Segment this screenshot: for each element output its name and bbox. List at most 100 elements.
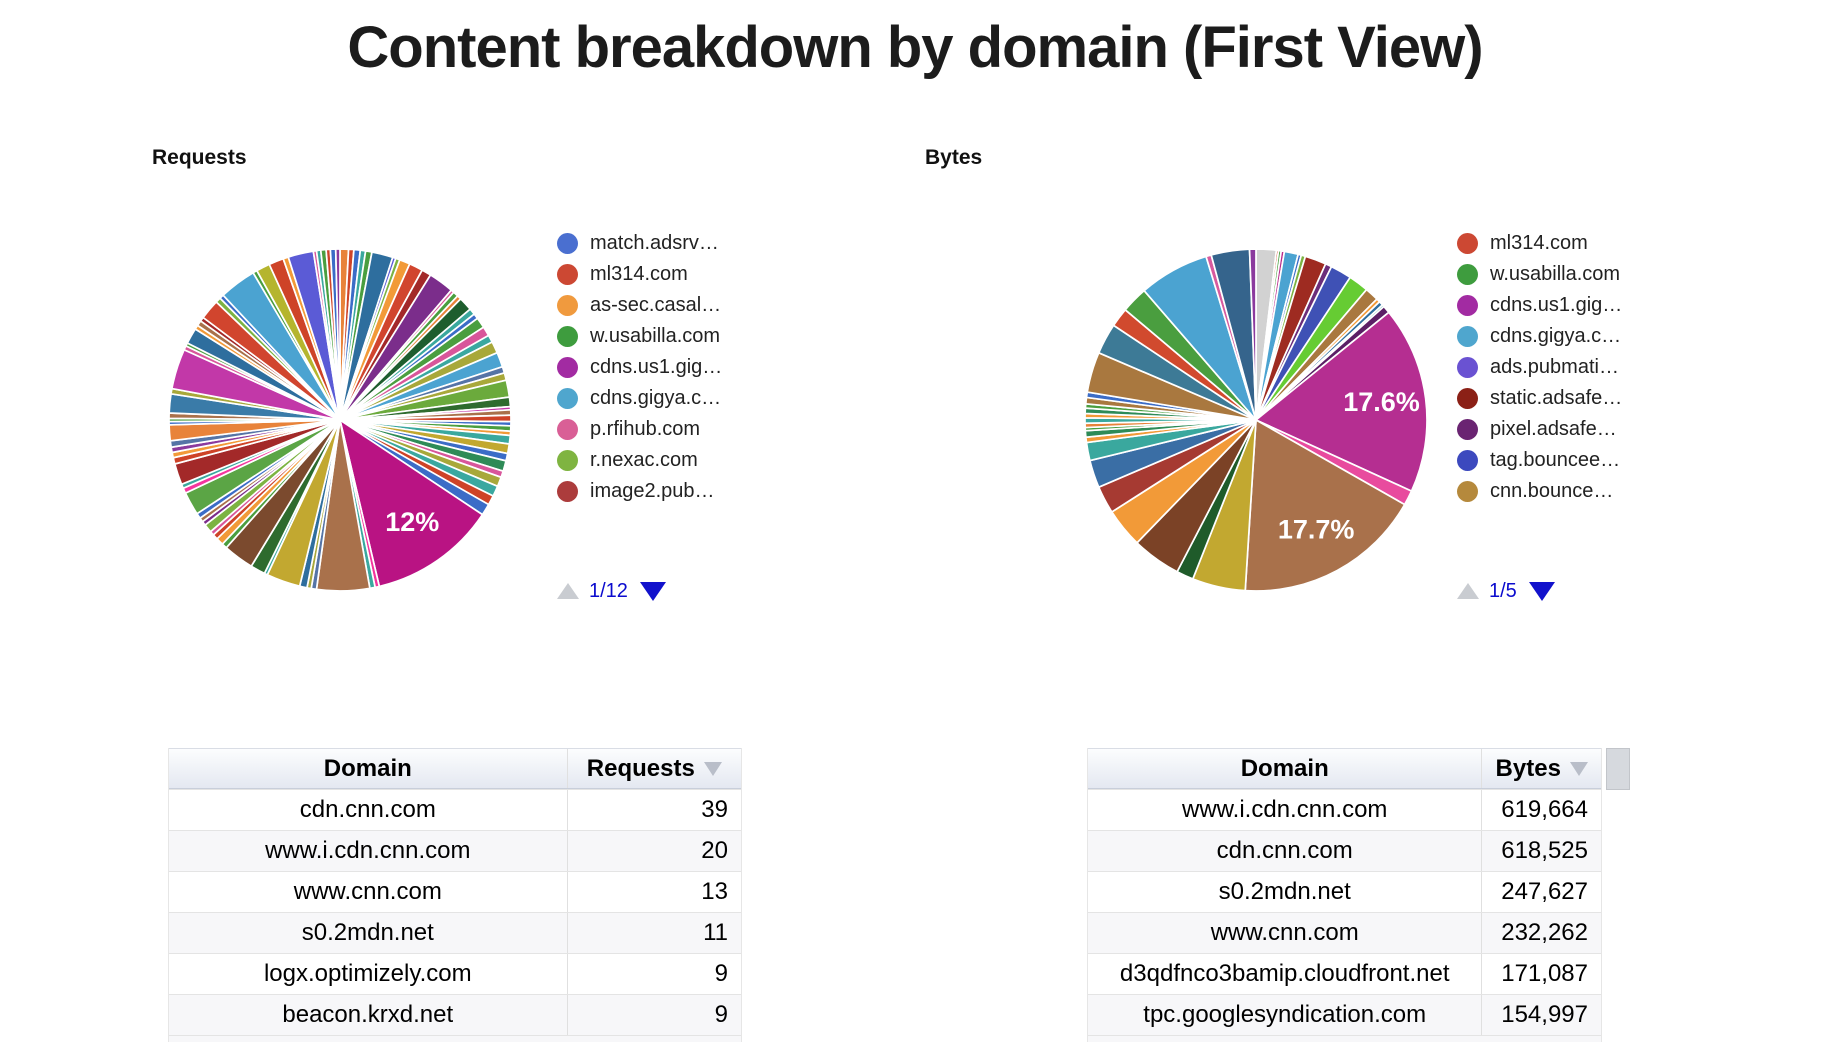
requests-table: Domain Requests cdn.cnn.com 39 www.i.cdn.cnn…: [168, 748, 742, 1042]
table-row[interactable]: www.i.cdn.cnn.com 619,664: [1088, 789, 1601, 830]
legend-swatch-icon: [557, 419, 578, 440]
legend-item[interactable]: cdns.us1.gig…: [557, 352, 722, 383]
partial-table-row: [169, 1035, 741, 1042]
legend-swatch-icon: [1457, 481, 1478, 502]
legend-swatch-icon: [557, 326, 578, 347]
table-row[interactable]: www.cnn.com 13: [169, 871, 741, 912]
pie-percent-label: 17.6%: [1343, 387, 1420, 417]
page-title: Content breakdown by domain (First View): [347, 15, 1483, 80]
legend-swatch-icon: [557, 264, 578, 285]
value-cell: 9: [714, 960, 728, 987]
column-header-requests[interactable]: Requests: [568, 749, 741, 788]
requests-legend-pager: 1/12: [557, 579, 666, 603]
legend-swatch-icon: [557, 388, 578, 409]
legend-item-label: image2.pub…: [590, 480, 715, 502]
domain-cell: www.cnn.com: [169, 872, 568, 912]
domain-cell: www.i.cdn.cnn.com: [169, 831, 568, 871]
legend-item[interactable]: cnn.bounce…: [1457, 476, 1622, 507]
table-row[interactable]: www.i.cdn.cnn.com 20: [169, 830, 741, 871]
table-row[interactable]: s0.2mdn.net 11: [169, 912, 741, 953]
legend-swatch-icon: [1457, 419, 1478, 440]
domain-cell: d3qdfnco3bamip.cloudfront.net: [1088, 954, 1483, 994]
value-cell: 618,525: [1501, 837, 1588, 864]
value-cell: 13: [701, 878, 728, 905]
pager-up-button[interactable]: [557, 583, 579, 599]
legend-item[interactable]: pixel.adsafe…: [1457, 414, 1622, 445]
legend-item[interactable]: cdns.gigya.c…: [1457, 321, 1622, 352]
bytes-legend-pager: 1/5: [1457, 579, 1555, 603]
legend-item-label: cdns.us1.gig…: [1490, 294, 1623, 316]
domain-cell: beacon.krxd.net: [169, 995, 568, 1035]
value-cell: 619,664: [1501, 796, 1588, 823]
column-header-domain[interactable]: Domain: [169, 749, 568, 788]
bytes-pie-chart[interactable]: 17.6% 17.7%: [1084, 248, 1428, 592]
domain-cell: s0.2mdn.net: [1088, 872, 1483, 912]
column-header-bytes[interactable]: Bytes: [1482, 749, 1601, 788]
legend-swatch-icon: [1457, 326, 1478, 347]
requests-pie-chart[interactable]: 12%: [168, 248, 512, 592]
pie-slice[interactable]: [338, 418, 484, 588]
pie-slice[interactable]: [1244, 418, 1406, 592]
column-header-label: Bytes: [1495, 754, 1561, 782]
sort-descending-icon: [703, 761, 722, 776]
value-cell: 154,997: [1501, 1001, 1588, 1028]
legend-item-label: w.usabilla.com: [1490, 263, 1621, 285]
legend-item-label: ml314.com: [1490, 232, 1588, 254]
table-row[interactable]: logx.optimizely.com 9: [169, 953, 741, 994]
legend-item-label: as-sec.casal…: [590, 294, 722, 316]
pie-slice[interactable]: [1248, 248, 1257, 421]
legend-swatch-icon: [557, 295, 578, 316]
legend-item[interactable]: tag.bouncee…: [1457, 445, 1622, 476]
legend-item[interactable]: w.usabilla.com: [557, 321, 722, 352]
domain-cell: tpc.googlesyndication.com: [1088, 995, 1483, 1035]
value-cell: 39: [701, 796, 728, 823]
value-cell: 232,262: [1501, 919, 1588, 946]
table-row[interactable]: cdn.cnn.com 618,525: [1088, 830, 1601, 871]
pager-down-button[interactable]: [639, 581, 666, 601]
legend-item-label: pixel.adsafe…: [1490, 418, 1617, 440]
column-header-domain[interactable]: Domain: [1088, 749, 1483, 788]
legend-item[interactable]: w.usabilla.com: [1457, 259, 1622, 290]
legend-item[interactable]: r.nexac.com: [557, 445, 722, 476]
domain-cell: www.cnn.com: [1088, 913, 1483, 953]
legend-item[interactable]: cdns.gigya.c…: [557, 383, 722, 414]
legend-item[interactable]: static.adsafe…: [1457, 383, 1622, 414]
pager-page-label: 1/5: [1489, 579, 1517, 602]
table-row[interactable]: beacon.krxd.net 9: [169, 994, 741, 1035]
pie-slice[interactable]: [1254, 311, 1428, 493]
legend-item[interactable]: p.rfihub.com: [557, 414, 722, 445]
legend-swatch-icon: [1457, 295, 1478, 316]
legend-swatch-icon: [557, 450, 578, 471]
column-header-label: Domain: [1240, 754, 1329, 782]
requests-legend: match.adsrv… ml314.com as-sec.casal… w.usab…: [557, 228, 722, 507]
bytes-legend: ml314.com w.usabilla.com cdns.us1.gig… cdns…: [1457, 228, 1622, 507]
table-row[interactable]: d3qdfnco3bamip.cloudfront.net 171,087: [1088, 953, 1601, 994]
legend-swatch-icon: [1457, 264, 1478, 285]
legend-swatch-icon: [1457, 233, 1478, 254]
pager-down-button[interactable]: [1528, 581, 1555, 601]
legend-item[interactable]: ml314.com: [1457, 228, 1622, 259]
pie-slice[interactable]: [334, 248, 341, 421]
legend-item-label: cdns.gigya.c…: [590, 387, 722, 409]
table-scrollbar[interactable]: [1606, 748, 1630, 790]
legend-swatch-icon: [1457, 450, 1478, 471]
table-row[interactable]: s0.2mdn.net 247,627: [1088, 871, 1601, 912]
legend-item[interactable]: ml314.com: [557, 259, 722, 290]
table-row[interactable]: www.cnn.com 232,262: [1088, 912, 1601, 953]
legend-item[interactable]: as-sec.casal…: [557, 290, 722, 321]
legend-item[interactable]: match.adsrv…: [557, 228, 722, 259]
legend-item[interactable]: cdns.us1.gig…: [1457, 290, 1622, 321]
value-cell: 171,087: [1501, 960, 1588, 987]
table-header-row: Domain Bytes: [1088, 748, 1601, 789]
table-row[interactable]: tpc.googlesyndication.com 154,997: [1088, 994, 1601, 1035]
value-cell: 9: [714, 1001, 728, 1028]
column-header-label: Domain: [323, 754, 412, 782]
legend-item[interactable]: ads.pubmati…: [1457, 352, 1622, 383]
table-row[interactable]: cdn.cnn.com 39: [169, 789, 741, 830]
legend-item-label: cnn.bounce…: [1490, 480, 1614, 502]
legend-item-label: w.usabilla.com: [590, 325, 721, 347]
pager-up-button[interactable]: [1457, 583, 1479, 599]
legend-item[interactable]: image2.pub…: [557, 476, 722, 507]
legend-item-label: ml314.com: [590, 263, 688, 285]
bytes-chart-heading: Bytes: [925, 146, 983, 169]
